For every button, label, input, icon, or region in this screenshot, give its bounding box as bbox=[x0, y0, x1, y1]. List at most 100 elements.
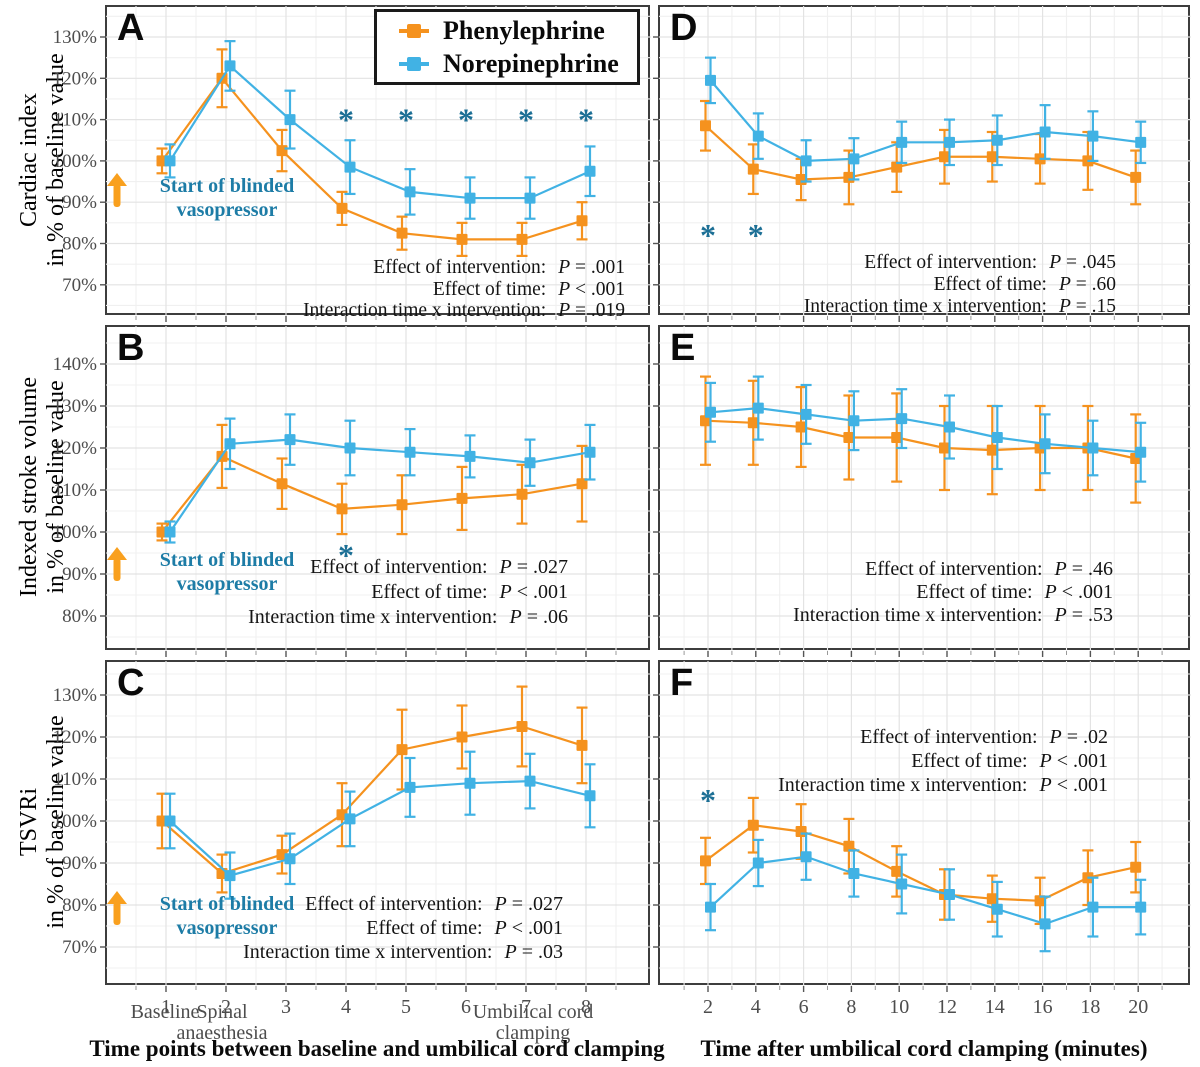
stats-label: Effect of intervention: bbox=[373, 257, 547, 278]
svg-text:20: 20 bbox=[1128, 996, 1148, 1018]
stats-line: Effect of intervention: P = .46 bbox=[793, 558, 1113, 581]
svg-text:110%: 110% bbox=[53, 769, 97, 790]
svg-text:100%: 100% bbox=[53, 811, 98, 832]
axis-ticks bbox=[653, 694, 1163, 992]
stats-p-value: P = .045 bbox=[1049, 252, 1116, 273]
series-phenylephrine bbox=[156, 685, 588, 894]
norepinephrine-marker-icon bbox=[399, 55, 429, 73]
stats-line: Interaction time x intervention: P = .53 bbox=[793, 604, 1113, 627]
stats-label: Effect of time: bbox=[911, 750, 1028, 772]
stats-line: Interaction time x intervention: P < .001 bbox=[778, 773, 1108, 797]
stats-label: Interaction time x intervention: bbox=[793, 604, 1043, 626]
stats-p-value: P = .019 bbox=[558, 300, 625, 321]
tick-note-baseline: Baseline bbox=[105, 1002, 225, 1023]
panel-letter-E: E bbox=[670, 327, 696, 369]
stats-p-value: P = .027 bbox=[499, 556, 569, 578]
significance-asterisks: * * * * * bbox=[338, 102, 594, 138]
tick-note-spinal-anaesthesia: Spinal anaesthesia bbox=[152, 1002, 292, 1044]
svg-text:18: 18 bbox=[1080, 996, 1100, 1018]
stats-p-value: P = .03 bbox=[504, 941, 564, 963]
svg-text:110%: 110% bbox=[53, 110, 97, 131]
svg-text:7: 7 bbox=[521, 996, 531, 1018]
series-norepinephrine bbox=[705, 375, 1147, 483]
stats-line: Effect of time: P < .001 bbox=[303, 279, 625, 301]
vasopressor-annotation: Start of blinded vasopressor bbox=[107, 891, 347, 940]
axis-ticks bbox=[100, 694, 617, 992]
svg-text:10: 10 bbox=[889, 996, 909, 1018]
stats-p-value: P = .60 bbox=[1058, 274, 1116, 295]
marker-square bbox=[407, 23, 421, 38]
stats-line: Interaction time x intervention: P = .15 bbox=[804, 296, 1116, 318]
svg-text:*: * bbox=[338, 102, 354, 138]
series-phenylephrine bbox=[700, 99, 1142, 206]
svg-text:*: * bbox=[700, 217, 716, 253]
stats-line: Effect of intervention: P = .027 bbox=[248, 555, 568, 580]
legend-item-phenylephrine: Phenylephrine bbox=[399, 16, 637, 46]
stats-block: Effect of intervention: P = .045 Effect of… bbox=[804, 252, 1116, 318]
panel-B: 80% 90% 100% 110% 120% 130% 140% * B Effect of in… bbox=[53, 325, 651, 657]
svg-text:*: * bbox=[748, 217, 764, 253]
stats-p-value: P < .001 bbox=[1044, 581, 1114, 603]
svg-text:110%: 110% bbox=[53, 480, 97, 501]
tick-note-umbilical-cord-clamping: Umbilical cord clamping bbox=[448, 1002, 618, 1044]
stats-block: Effect of intervention: P = .001 Effect of… bbox=[303, 257, 625, 322]
gridlines bbox=[659, 661, 1191, 986]
stats-p-value: P = .027 bbox=[494, 893, 564, 915]
gridlines bbox=[106, 326, 651, 651]
axis-ticks bbox=[653, 36, 1163, 322]
annotation-line: vasopressor bbox=[176, 917, 278, 939]
up-arrow-icon bbox=[107, 891, 127, 925]
annotation-line: Start of blinded bbox=[159, 175, 295, 197]
chart-canvas-F: 2 4 6 8 10 12 14 16 18 20 * bbox=[653, 661, 1191, 1018]
stats-label: Effect of intervention: bbox=[305, 893, 483, 915]
vasopressor-annotation: Start of blinded vasopressor bbox=[107, 547, 347, 596]
x-axis-title-left: Time points between baseline and umbilic… bbox=[89, 1036, 665, 1061]
tick-note-line: clamping bbox=[495, 1022, 571, 1044]
svg-text:4: 4 bbox=[341, 996, 351, 1018]
series-norepinephrine bbox=[164, 413, 596, 544]
svg-text:120%: 120% bbox=[53, 727, 98, 748]
stats-label: Effect of time: bbox=[432, 278, 547, 300]
legend-item-norepinephrine: Norepinephrine bbox=[399, 49, 637, 79]
stats-label: Interaction time x intervention: bbox=[303, 300, 547, 321]
stats-line: Effect of intervention: P = .045 bbox=[804, 252, 1116, 274]
legend-label: Norepinephrine bbox=[443, 48, 619, 78]
gridlines bbox=[659, 326, 1191, 651]
stats-label: Effect of time: bbox=[933, 274, 1047, 295]
legend-label: Phenylephrine bbox=[443, 15, 605, 45]
annotation-line: vasopressor bbox=[176, 573, 278, 595]
chart-canvas-C: 70% 80% 90% 100% 110% 120% 130% 1 2 3 4 5 6 7 8 bbox=[53, 661, 651, 1018]
svg-text:*: * bbox=[518, 102, 534, 138]
axis-ticks bbox=[100, 36, 617, 322]
svg-text:130%: 130% bbox=[53, 685, 98, 706]
marker-square bbox=[407, 56, 421, 71]
svg-text:14: 14 bbox=[985, 996, 1005, 1018]
svg-text:80%: 80% bbox=[62, 234, 97, 255]
svg-text:12: 12 bbox=[937, 996, 957, 1018]
significance-asterisks: * bbox=[700, 782, 716, 818]
panel-letter-C: C bbox=[117, 662, 145, 704]
stats-line: Interaction time x intervention: P = .03 bbox=[243, 940, 563, 964]
stats-label: Effect of time: bbox=[366, 917, 483, 939]
y-tick-labels: 80% 90% 100% 110% 120% 130% 140% bbox=[53, 354, 98, 627]
up-arrow-icon bbox=[107, 173, 127, 207]
y-tick-labels: 70% 80% 90% 100% 110% 120% 130% bbox=[53, 27, 98, 296]
svg-text:*: * bbox=[578, 102, 594, 138]
y-axis-title-line: Cardiac index bbox=[16, 93, 42, 227]
svg-text:3: 3 bbox=[281, 996, 291, 1018]
annotation-line: Start of blinded bbox=[159, 893, 295, 915]
stats-line: Effect of intervention: P = .001 bbox=[303, 257, 625, 279]
axis-ticks bbox=[100, 363, 617, 657]
svg-text:90%: 90% bbox=[62, 564, 97, 585]
stats-line: Interaction time x intervention: P = .06 bbox=[248, 605, 568, 630]
stats-p-value: P < .001 bbox=[499, 581, 569, 603]
stats-line: Effect of intervention: P = .027 bbox=[243, 892, 563, 916]
stats-line: Effect of time: P < .001 bbox=[248, 580, 568, 605]
stats-block: Effect of intervention: P = .027 Effect of… bbox=[248, 555, 568, 630]
stats-p-value: P < .001 bbox=[494, 917, 564, 939]
x-axis-title-right: Time after umbilical cord clamping (minu… bbox=[700, 1036, 1148, 1061]
y-axis-title-line: TSVRi bbox=[16, 788, 42, 857]
stats-p-value: P = .46 bbox=[1054, 558, 1114, 580]
svg-text:4: 4 bbox=[751, 996, 761, 1018]
stats-label: Effect of intervention: bbox=[864, 252, 1038, 273]
